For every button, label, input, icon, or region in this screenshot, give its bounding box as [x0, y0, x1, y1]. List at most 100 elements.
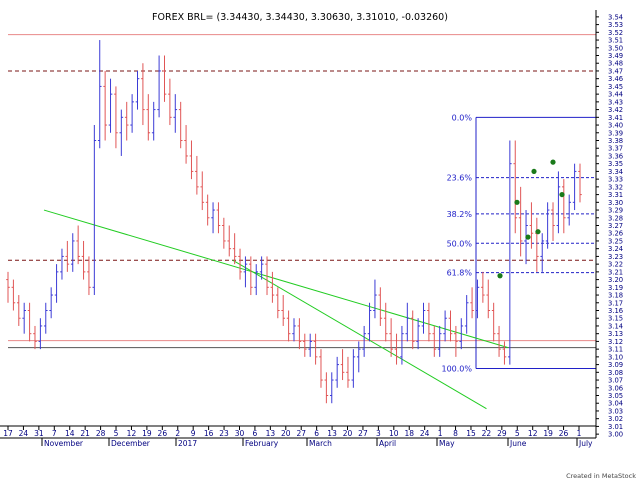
y-tick-label: 3.43 [608, 98, 623, 106]
y-tick-label: 3.19 [608, 284, 623, 292]
ohlc-bar [151, 101, 156, 141]
ohlc-bar [103, 70, 107, 141]
ohlc-bar [362, 325, 366, 357]
y-tick-label: 3.06 [608, 384, 623, 392]
y-tick-label: 3.04 [608, 400, 623, 408]
ohlc-bar [378, 287, 383, 326]
ohlc-bar [427, 302, 431, 342]
y-tick-label: 3.21 [608, 268, 623, 276]
month-label: June [509, 439, 527, 448]
ohlc-bar [60, 248, 64, 280]
ohlc-bar [502, 341, 507, 365]
swing-point [525, 234, 531, 240]
y-tick-label: 3.15 [608, 315, 623, 323]
x-tick-label: 29 [497, 429, 507, 438]
x-tick-label: 7 [52, 429, 57, 438]
y-tick-label: 3.52 [608, 29, 623, 37]
x-tick-label: 1 [577, 429, 582, 438]
ohlc-bar [238, 248, 242, 280]
ohlc-bar [276, 287, 280, 319]
fib-level-label: 61.8% [447, 269, 473, 278]
x-tick-label: 13 [266, 429, 276, 438]
ohlc-bar [421, 302, 426, 334]
ohlc-bar [416, 318, 420, 350]
x-tick-label: 12 [127, 429, 137, 438]
y-tick-label: 3.35 [608, 160, 623, 168]
ohlc-bar [178, 101, 183, 149]
x-tick-label: 12 [528, 429, 538, 438]
y-axis: 3.003.013.023.033.043.053.063.073.083.09… [595, 10, 623, 439]
month-label: April [379, 439, 396, 448]
x-tick-label: 19 [142, 429, 152, 438]
ohlc-bar [135, 70, 140, 110]
ohlc-bar [87, 256, 91, 296]
ohlc-bar [432, 325, 437, 357]
ohlc-bar [173, 94, 178, 133]
x-tick-label: 16 [204, 429, 214, 438]
ohlc-bar [108, 78, 113, 133]
ohlc-bar [551, 202, 555, 241]
y-tick-label: 3.33 [608, 176, 623, 184]
x-tick-label: 21 [80, 429, 90, 438]
ohlc-bar [216, 202, 221, 234]
x-tick-label: 31 [34, 429, 44, 438]
y-tick-label: 3.37 [608, 145, 623, 153]
ohlc-bar [389, 318, 393, 357]
ohlc-bar [38, 318, 43, 350]
x-tick-label: 10 [389, 429, 399, 438]
ohlc-bar [124, 101, 129, 141]
ohlc-bar [578, 163, 582, 203]
x-tick-label: 6 [253, 429, 258, 438]
y-tick-label: 3.02 [608, 415, 623, 423]
y-tick-label: 3.45 [608, 83, 623, 91]
ohlc-bar [437, 325, 442, 357]
swing-point [535, 229, 541, 235]
channel-upper-line [43, 209, 509, 349]
y-tick-label: 3.50 [608, 44, 623, 52]
month-label: 2017 [178, 439, 197, 448]
x-tick-label: 24 [420, 429, 430, 438]
y-tick-label: 3.29 [608, 207, 623, 215]
y-tick-label: 3.25 [608, 237, 623, 245]
ohlc-bar [373, 279, 377, 319]
ohlc-bar [33, 325, 37, 350]
ohlc-bar [572, 163, 577, 211]
y-tick-label: 3.49 [608, 52, 623, 60]
ohlc-bar [475, 279, 480, 319]
ohlc-bar [22, 302, 26, 334]
x-tick-label: 26 [158, 429, 168, 438]
ohlc-bar [81, 240, 86, 280]
ohlc-bar [297, 318, 302, 350]
x-tick-label: 19 [543, 429, 553, 438]
swing-points [497, 159, 565, 279]
y-tick-label: 3.22 [608, 261, 623, 269]
y-tick-label: 3.30 [608, 199, 623, 207]
ohlc-bar [324, 372, 329, 404]
x-tick-label: 24 [19, 429, 29, 438]
x-tick-label: 15 [466, 429, 476, 438]
month-label: July [578, 439, 593, 448]
y-tick-label: 3.10 [608, 353, 623, 361]
ohlc-bar [335, 356, 339, 388]
ohlc-bar [491, 302, 496, 342]
ohlc-bar [497, 325, 501, 357]
x-tick-label: 3 [376, 429, 381, 438]
ohlc-bar [92, 125, 97, 296]
ohlc-bar [281, 295, 286, 326]
ohlc-bar [346, 356, 350, 388]
x-tick-label: 20 [343, 429, 353, 438]
fib-level-label: 38.2% [447, 210, 473, 219]
ohlc-bar [249, 256, 253, 296]
y-tick-label: 3.34 [608, 168, 623, 176]
y-tick-label: 3.28 [608, 214, 623, 222]
y-tick-label: 3.36 [608, 152, 623, 160]
y-tick-label: 3.16 [608, 307, 623, 315]
fibonacci-retracement: 0.0% 23.6% 38.2% 50.0% 61.8% 100.0% [441, 113, 596, 373]
y-tick-label: 3.14 [608, 322, 623, 330]
y-tick-label: 3.47 [608, 67, 623, 75]
x-tick-label: 20 [281, 429, 291, 438]
ohlc-bar [243, 256, 248, 288]
y-tick-label: 3.42 [608, 106, 623, 114]
x-tick-label: 27 [358, 429, 368, 438]
